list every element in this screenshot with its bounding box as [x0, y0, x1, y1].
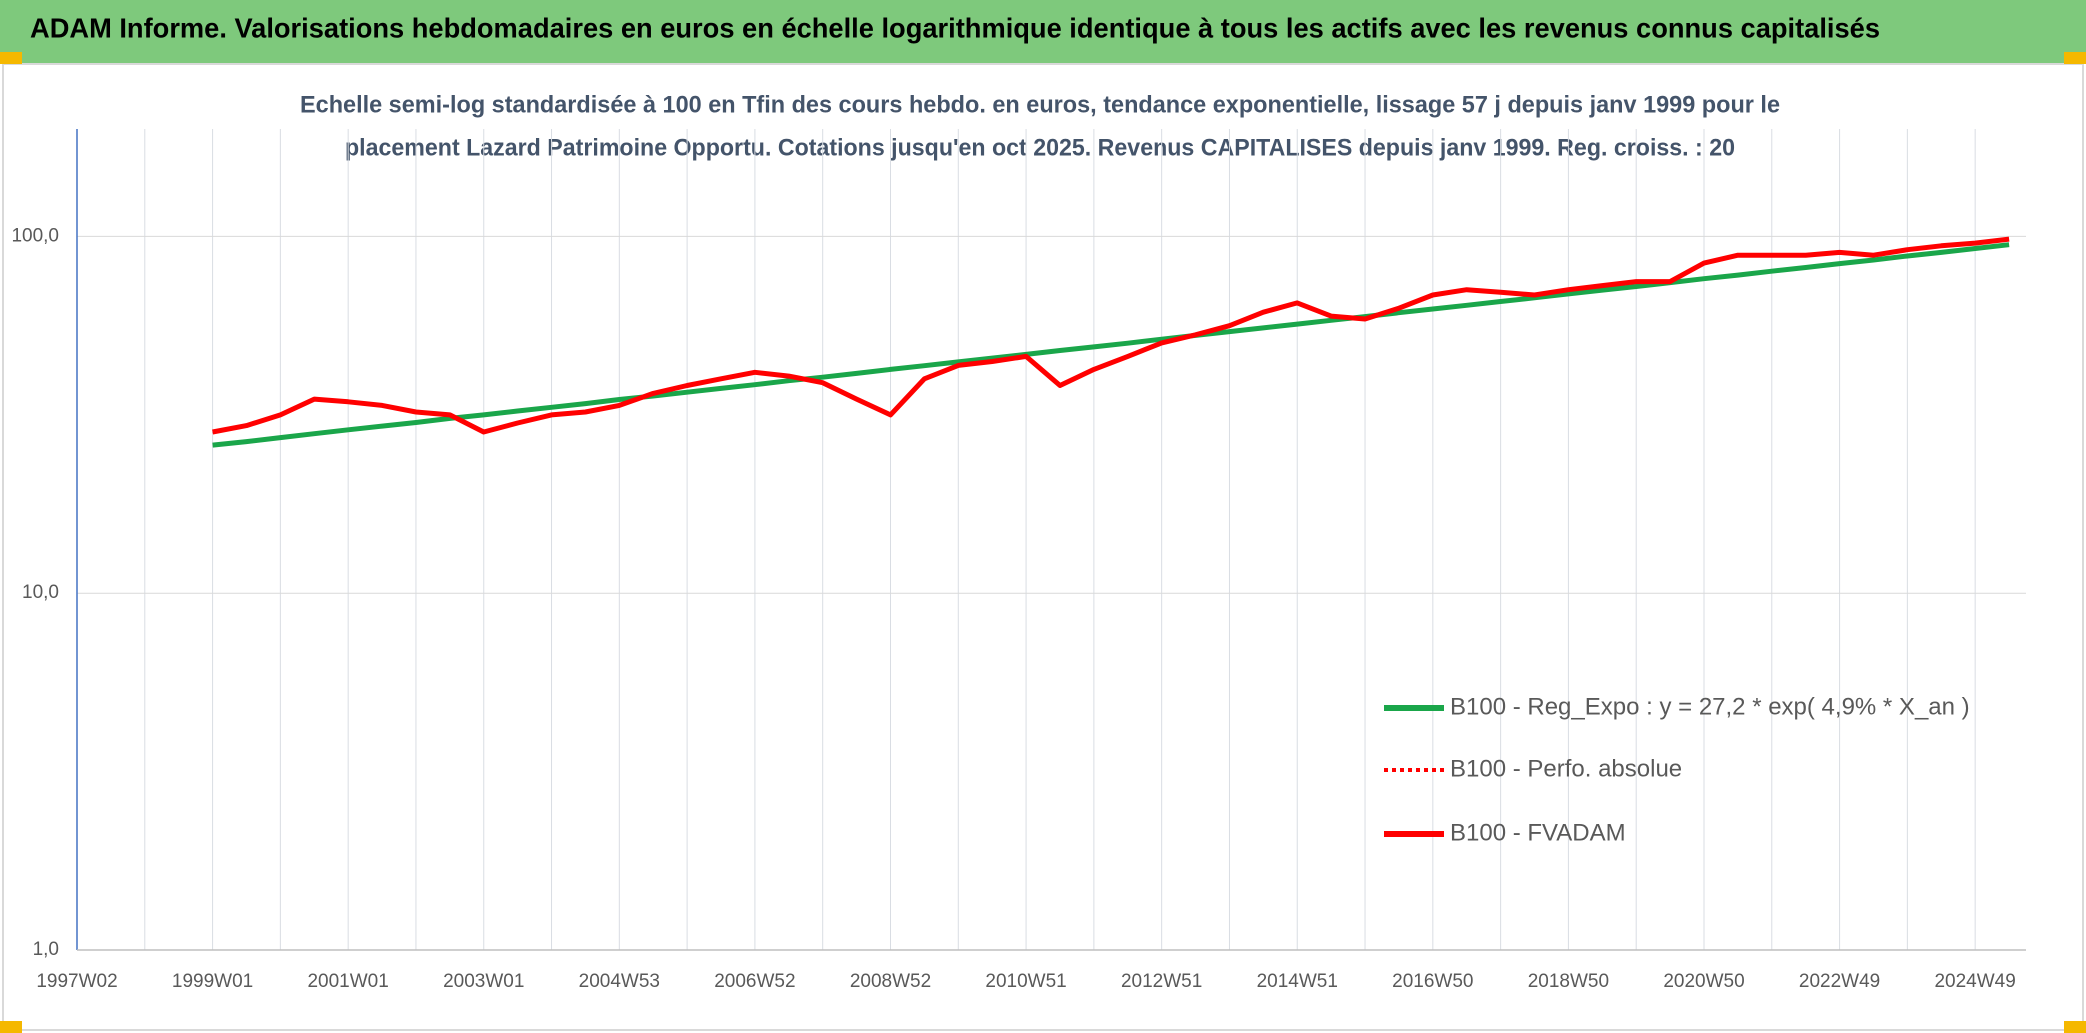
x-tick-label: 2012W51	[1121, 971, 1202, 992]
series-line	[212, 242, 2010, 448]
chart-subtitle: Echelle semi-log standardisée à 100 en T…	[300, 91, 1780, 118]
series-line	[212, 236, 2010, 435]
x-tick-label: 2006W52	[714, 971, 795, 992]
x-tick-label: 2020W50	[1663, 971, 1744, 992]
x-tick-label: 2022W49	[1799, 971, 1880, 992]
x-tick-label: 2016W50	[1392, 971, 1473, 992]
chart-title: ADAM Informe. Valorisations hebdomadaire…	[30, 12, 1880, 43]
x-tick-label: 2024W49	[1934, 971, 2015, 992]
corner-mark	[2064, 1021, 2086, 1033]
x-tick-label: 2018W50	[1528, 971, 1609, 992]
header-bar	[0, 0, 2086, 64]
y-tick-label: 1,0	[33, 939, 59, 960]
x-tick-label: 2014W51	[1257, 971, 1338, 992]
y-tick-label: 100,0	[11, 225, 59, 246]
legend-label: B100 - Reg_Expo : y = 27,2 * exp( 4,9% *…	[1450, 693, 1970, 720]
corner-mark	[0, 1021, 22, 1033]
corner-mark	[0, 52, 22, 64]
x-tick-label: 2004W53	[579, 971, 660, 992]
chart-subtitle: placement Lazard Patrimoine Opportu. Cot…	[345, 134, 1735, 161]
x-tick-label: 2010W51	[985, 971, 1066, 992]
x-tick-label: 1999W01	[172, 971, 253, 992]
frame	[2, 63, 2084, 1031]
y-tick-label: 10,0	[22, 582, 59, 603]
legend-label: B100 - FVADAM	[1450, 819, 1626, 846]
x-tick-label: 2003W01	[443, 971, 524, 992]
x-tick-label: 2001W01	[307, 971, 388, 992]
x-tick-label: 1997W02	[36, 971, 117, 992]
x-tick-label: 2008W52	[850, 971, 931, 992]
corner-mark	[2064, 52, 2086, 64]
legend-label: B100 - Perfo. absolue	[1450, 755, 1682, 782]
